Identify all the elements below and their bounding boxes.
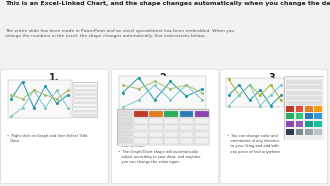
- Bar: [118, 138, 132, 143]
- Text: 1.: 1.: [49, 73, 60, 83]
- Bar: [72, 89, 97, 92]
- Bar: [314, 121, 322, 127]
- Bar: [72, 93, 97, 96]
- Bar: [195, 132, 209, 137]
- Bar: [195, 125, 209, 130]
- Bar: [118, 124, 132, 129]
- Bar: [180, 138, 193, 144]
- Text: •  An excel matrix will automatically show up
•  Enter the values based on your : • An excel matrix will automatically sho…: [118, 134, 205, 164]
- Bar: [134, 132, 148, 137]
- Bar: [195, 118, 209, 124]
- Bar: [314, 129, 322, 135]
- Bar: [180, 125, 193, 130]
- Bar: [296, 121, 304, 127]
- Text: •  Right click on Graph and then Select ‘Edit
   Data’: • Right click on Graph and then Select ‘…: [7, 134, 88, 143]
- Bar: [72, 97, 97, 100]
- Bar: [72, 85, 97, 87]
- Bar: [134, 118, 148, 124]
- Bar: [164, 125, 178, 130]
- Bar: [134, 111, 148, 117]
- Bar: [296, 113, 304, 119]
- Bar: [195, 138, 209, 144]
- FancyBboxPatch shape: [1, 69, 108, 184]
- Bar: [180, 118, 193, 124]
- Bar: [72, 114, 97, 117]
- Bar: [118, 131, 132, 136]
- Bar: [286, 101, 322, 105]
- Bar: [72, 101, 97, 104]
- Bar: [296, 106, 304, 112]
- Bar: [195, 111, 209, 117]
- Text: •  You can change color and
   orientation of any element
   to your liking and : • You can change color and orientation o…: [227, 134, 280, 153]
- Bar: [149, 138, 163, 144]
- Text: The entire slide has been made in PowerPoint and an excel spreadsheet has been e: The entire slide has been made in PowerP…: [5, 29, 234, 38]
- Bar: [118, 118, 132, 123]
- Bar: [149, 125, 163, 130]
- Bar: [72, 106, 97, 108]
- Bar: [164, 111, 178, 117]
- Bar: [164, 118, 178, 124]
- Bar: [72, 110, 97, 113]
- Bar: [286, 113, 294, 119]
- Bar: [286, 85, 322, 89]
- Bar: [118, 111, 132, 116]
- Bar: [149, 132, 163, 137]
- Bar: [305, 129, 313, 135]
- Bar: [305, 121, 313, 127]
- Bar: [286, 129, 294, 135]
- Bar: [286, 96, 322, 100]
- Bar: [286, 106, 294, 112]
- Bar: [286, 121, 294, 127]
- Bar: [164, 138, 178, 144]
- Bar: [286, 91, 322, 94]
- Bar: [134, 138, 148, 144]
- Bar: [134, 125, 148, 130]
- FancyBboxPatch shape: [220, 69, 328, 184]
- Bar: [305, 113, 313, 119]
- Bar: [180, 132, 193, 137]
- Bar: [180, 111, 193, 117]
- Bar: [314, 106, 322, 112]
- Text: 3.: 3.: [269, 73, 279, 83]
- Bar: [164, 132, 178, 137]
- Bar: [314, 113, 322, 119]
- Bar: [149, 111, 163, 117]
- Text: This is an Excel-Linked Chart, and the shape changes automatically when you chan: This is an Excel-Linked Chart, and the s…: [5, 1, 330, 6]
- Bar: [305, 106, 313, 112]
- Bar: [296, 129, 304, 135]
- Text: 2.: 2.: [160, 73, 170, 83]
- Bar: [149, 118, 163, 124]
- FancyBboxPatch shape: [111, 69, 219, 184]
- Bar: [286, 80, 322, 84]
